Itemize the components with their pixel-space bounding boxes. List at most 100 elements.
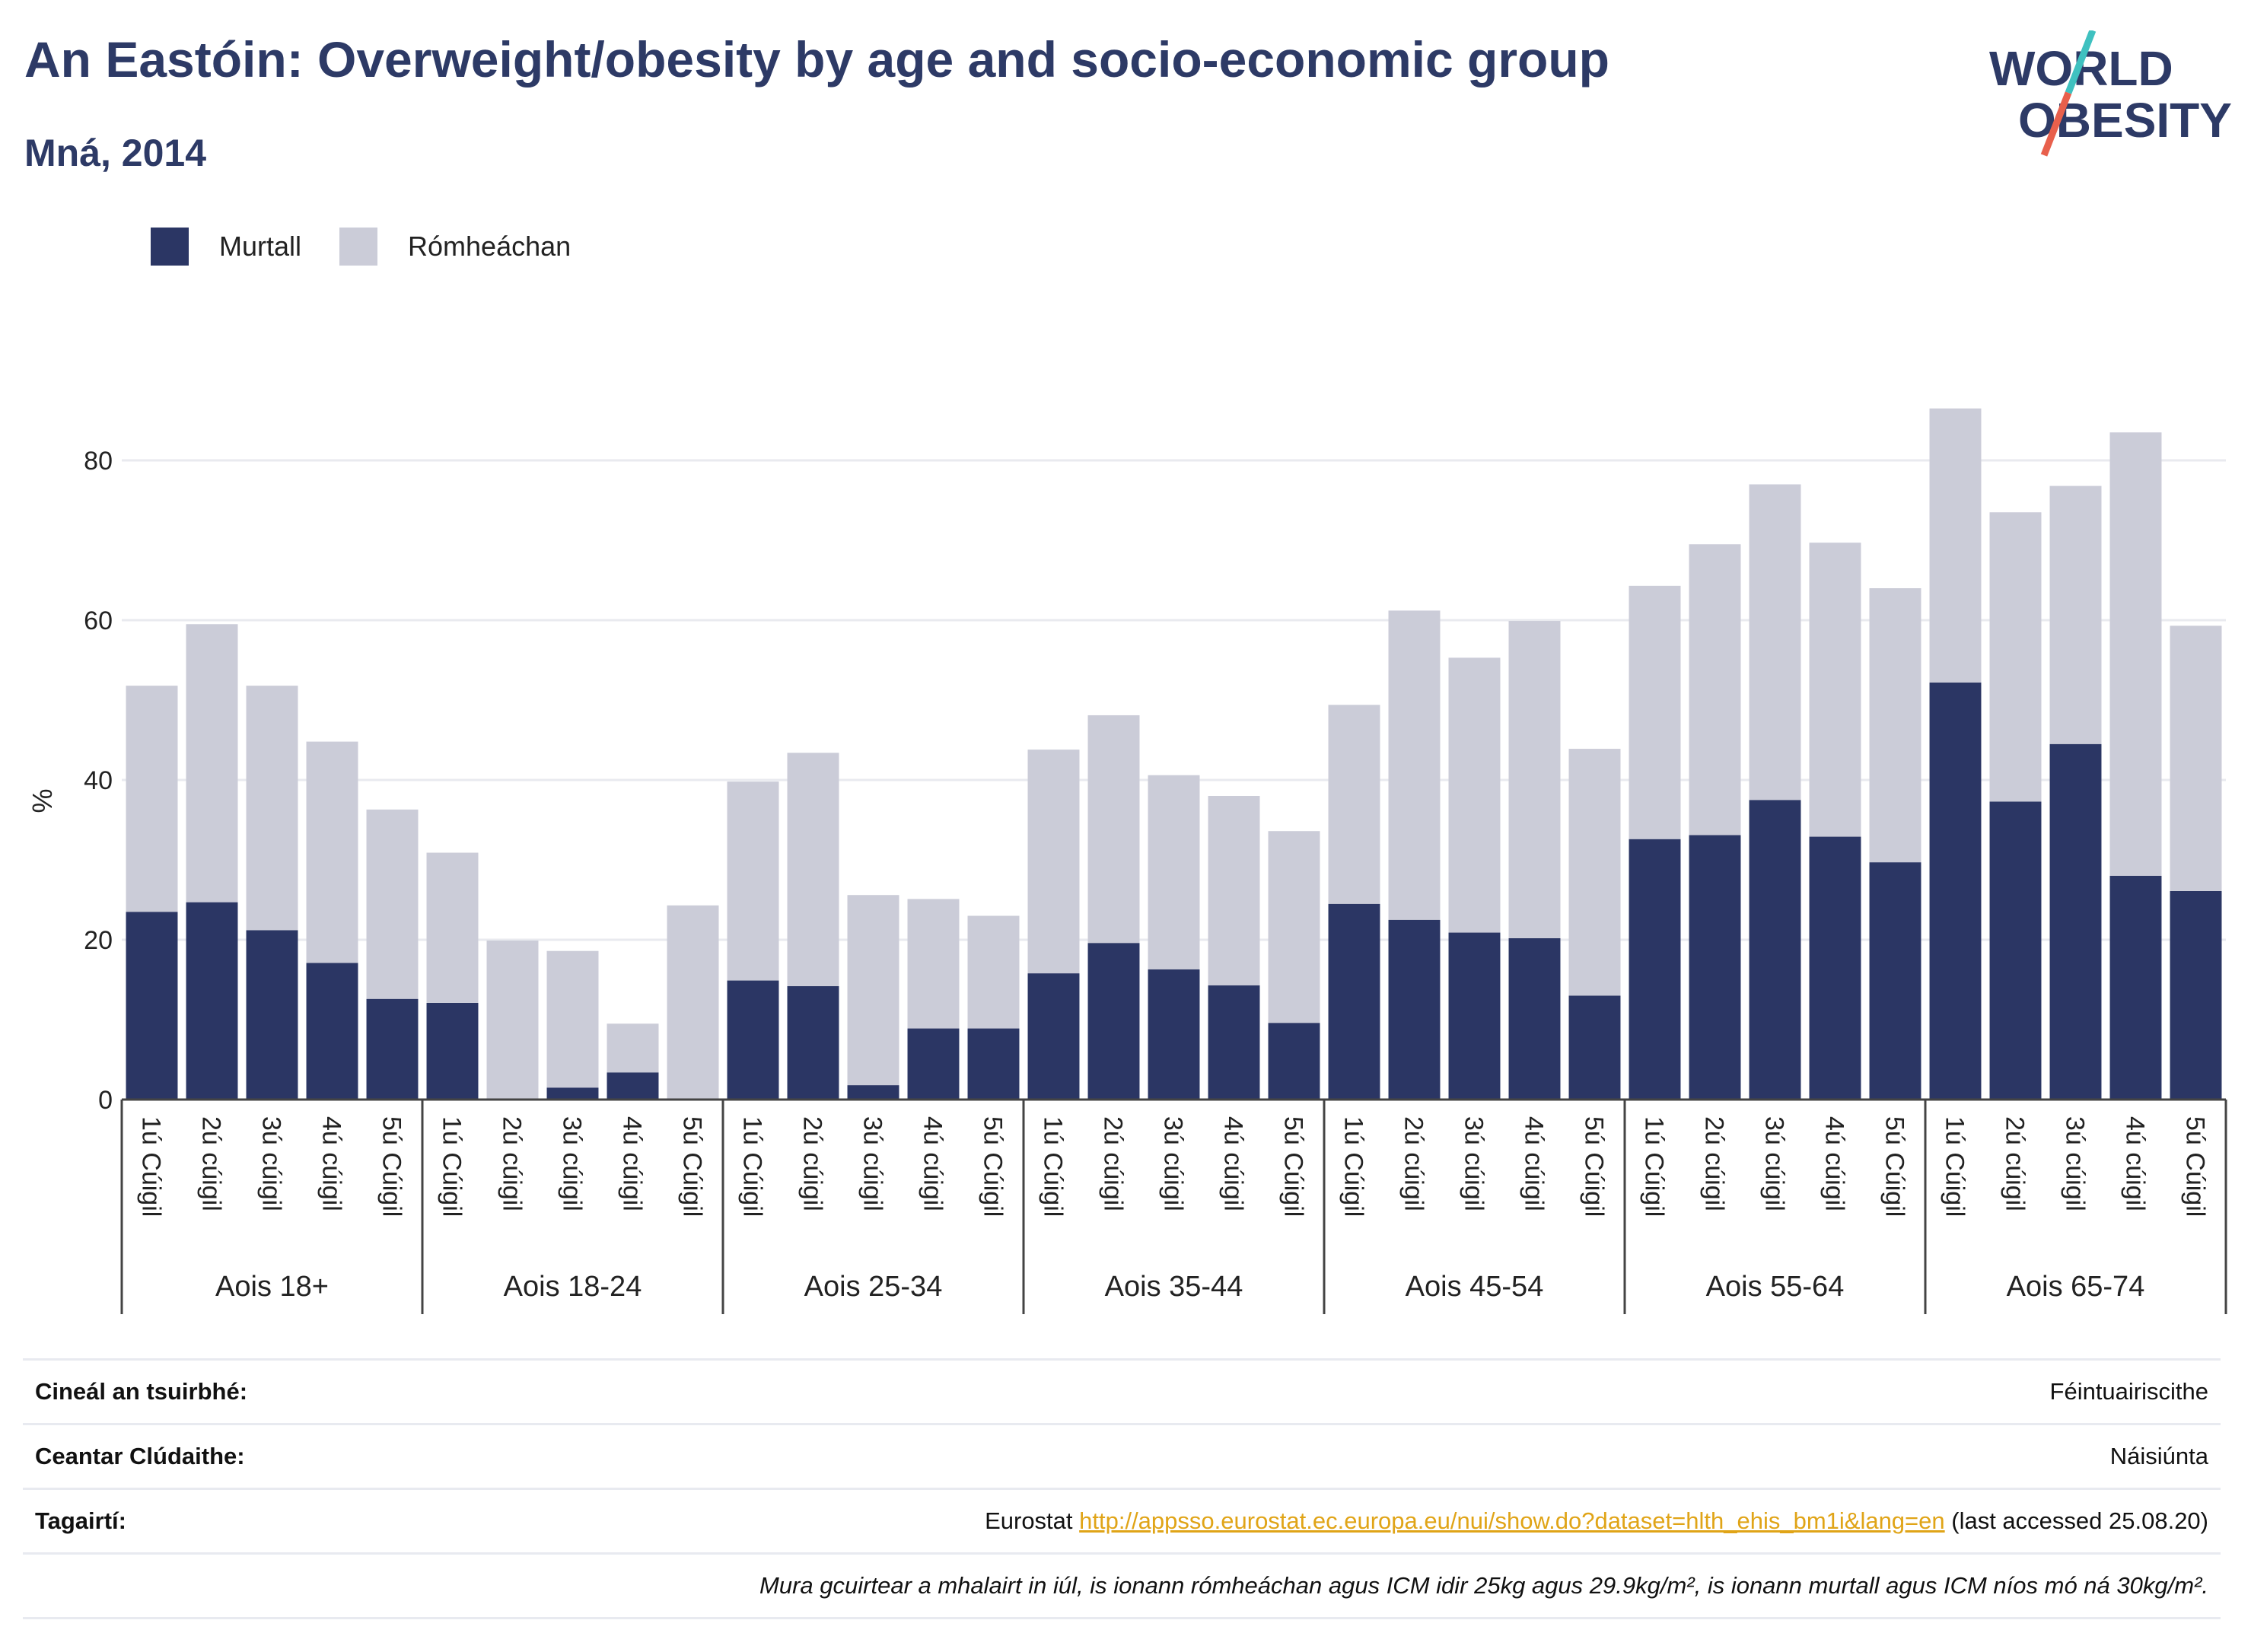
x-tick-label: 5ú Cúigil bbox=[979, 1116, 1008, 1217]
footer-row-note: Mura gcuirtear a mhalairt in iúl, is ion… bbox=[23, 1552, 2221, 1619]
bar-overweight bbox=[967, 915, 1020, 1029]
bar-overweight bbox=[126, 686, 178, 912]
bar-overweight bbox=[1027, 750, 1080, 974]
x-tick-label: 1ú Cúigil bbox=[137, 1116, 166, 1217]
chart-title: An Eastóin: Overweight/obesity by age an… bbox=[24, 31, 1609, 88]
x-tick-label: 1ú Cúigil bbox=[1640, 1116, 1669, 1217]
x-tick-label: 5ú Cúigil bbox=[1580, 1116, 1609, 1217]
footer-note: Mura gcuirtear a mhalairt in iúl, is ion… bbox=[759, 1572, 2208, 1599]
group-label: Aois 45-54 bbox=[1406, 1271, 1544, 1303]
bar-obese bbox=[967, 1028, 1020, 1100]
bar-obese bbox=[787, 985, 839, 1100]
x-tick-label: 5ú Cúigil bbox=[1880, 1116, 1909, 1217]
bar-overweight bbox=[1268, 831, 1320, 1023]
x-tick-label: 1ú Cúigil bbox=[438, 1116, 466, 1217]
x-tick-label: 5ú Cúigil bbox=[2181, 1116, 2210, 1217]
y-axis-label: % bbox=[27, 788, 58, 813]
x-tick-label: 3ú cúigil bbox=[558, 1116, 587, 1211]
bar-obese bbox=[2049, 743, 2102, 1100]
legend-item-obese[interactable]: Murtall bbox=[151, 228, 301, 266]
bar-obese bbox=[126, 912, 178, 1100]
bar-obese bbox=[1448, 932, 1501, 1100]
world-obesity-logo: WORLD OBESITY bbox=[1989, 30, 2232, 157]
group-label: Aois 65-74 bbox=[2007, 1271, 2145, 1303]
x-tick-label: 1ú Cúigil bbox=[738, 1116, 767, 1217]
bar-overweight bbox=[907, 899, 960, 1029]
legend-item-overweight[interactable]: Rómheáchan bbox=[339, 228, 571, 266]
footer-value-references: Eurostat http://appsso.eurostat.ec.europ… bbox=[985, 1507, 2208, 1535]
bar-obese bbox=[366, 998, 419, 1100]
x-tick-label: 4ú cúigil bbox=[1820, 1116, 1849, 1211]
x-tick-label: 3ú cúigil bbox=[257, 1116, 286, 1211]
bar-overweight bbox=[1508, 621, 1561, 938]
footer-row-survey-type: Cineál an tsuirbhé: Féintuairiscithe bbox=[23, 1358, 2221, 1423]
y-tick-label: 80 bbox=[84, 447, 113, 476]
x-tick-label: 5ú Cúigil bbox=[1279, 1116, 1308, 1217]
x-tick-label: 4ú cúigil bbox=[2121, 1116, 2150, 1211]
legend: Murtall Rómheáchan bbox=[151, 224, 609, 269]
bar-obese bbox=[1148, 969, 1200, 1100]
bar-overweight bbox=[1087, 715, 1140, 944]
bar-overweight bbox=[2109, 432, 2162, 876]
bar-obese bbox=[1929, 682, 1982, 1100]
legend-swatch-overweight bbox=[339, 228, 378, 266]
x-tick-label: 4ú cúigil bbox=[1520, 1116, 1549, 1211]
chart-subtitle: Mná, 2014 bbox=[24, 132, 207, 174]
bar-overweight bbox=[1328, 705, 1380, 904]
bar-obese bbox=[1809, 836, 1861, 1100]
x-tick-label: 4ú cúigil bbox=[618, 1116, 647, 1211]
footer-value-survey-type: Féintuairiscithe bbox=[2049, 1378, 2208, 1405]
x-tick-label: 4ú cúigil bbox=[919, 1116, 947, 1211]
bar-obese bbox=[306, 963, 358, 1100]
y-tick-label: 60 bbox=[84, 606, 113, 635]
x-tick-label: 3ú cúigil bbox=[1460, 1116, 1488, 1211]
y-tick-label: 20 bbox=[84, 926, 113, 955]
y-tick-label: 40 bbox=[84, 766, 113, 795]
reference-accessed: (last accessed 25.08.20) bbox=[1944, 1507, 2208, 1534]
bar-overweight bbox=[2049, 485, 2102, 744]
bar-overweight bbox=[787, 753, 839, 986]
x-tick-label: 5ú Cúigil bbox=[377, 1116, 406, 1217]
bar-overweight bbox=[607, 1023, 659, 1073]
bar-overweight bbox=[246, 686, 298, 931]
bar-obese bbox=[186, 902, 238, 1100]
bar-overweight bbox=[1448, 657, 1501, 933]
logo-slash-coral bbox=[2040, 91, 2072, 157]
x-tick-label: 4ú cúigil bbox=[1219, 1116, 1248, 1211]
footer-row-references: Tagairtí: Eurostat http://appsso.eurosta… bbox=[23, 1488, 2221, 1552]
bar-obese bbox=[1869, 862, 1921, 1100]
bar-overweight bbox=[1629, 585, 1681, 839]
footer-label-coverage: Ceantar Clúdaithe: bbox=[35, 1443, 245, 1469]
bar-obese bbox=[1027, 973, 1080, 1100]
bar-overweight bbox=[1208, 796, 1260, 985]
bar-obese bbox=[1568, 995, 1621, 1100]
bar-overweight bbox=[1929, 408, 1982, 683]
bar-overweight bbox=[2170, 625, 2222, 891]
bar-overweight bbox=[546, 950, 599, 1088]
bar-overweight bbox=[1809, 543, 1861, 837]
x-tick-label: 2ú cúigil bbox=[197, 1116, 226, 1211]
bar-obese bbox=[426, 1002, 479, 1100]
bar-overweight bbox=[486, 941, 539, 1100]
bar-obese bbox=[1208, 985, 1260, 1100]
x-tick-label: 1ú Cúigil bbox=[1941, 1116, 1969, 1217]
bar-obese bbox=[1268, 1023, 1320, 1100]
footer-row-coverage: Ceantar Clúdaithe: Náisiúnta bbox=[23, 1423, 2221, 1488]
x-tick-label: 5ú Cúigil bbox=[678, 1116, 707, 1217]
bar-overweight bbox=[1749, 484, 1801, 801]
reference-link[interactable]: http://appsso.eurostat.ec.europa.eu/nui/… bbox=[1079, 1507, 1945, 1534]
group-label: Aois 18-24 bbox=[504, 1271, 642, 1303]
bar-obese bbox=[1689, 835, 1741, 1100]
bar-overweight bbox=[1869, 588, 1921, 863]
group-label: Aois 35-44 bbox=[1105, 1271, 1243, 1303]
group-label: Aois 18+ bbox=[215, 1271, 329, 1303]
footer-label-survey-type: Cineál an tsuirbhé: bbox=[35, 1378, 248, 1405]
bar-overweight bbox=[186, 624, 238, 902]
x-tick-label: 2ú cúigil bbox=[1099, 1116, 1128, 1211]
bar-obese bbox=[1989, 801, 2042, 1100]
group-label: Aois 25-34 bbox=[804, 1271, 943, 1303]
bar-obese bbox=[847, 1085, 899, 1100]
bar-overweight bbox=[426, 852, 479, 1003]
reference-source: Eurostat bbox=[985, 1507, 1080, 1534]
x-tick-label: 1ú Cúigil bbox=[1039, 1116, 1068, 1217]
